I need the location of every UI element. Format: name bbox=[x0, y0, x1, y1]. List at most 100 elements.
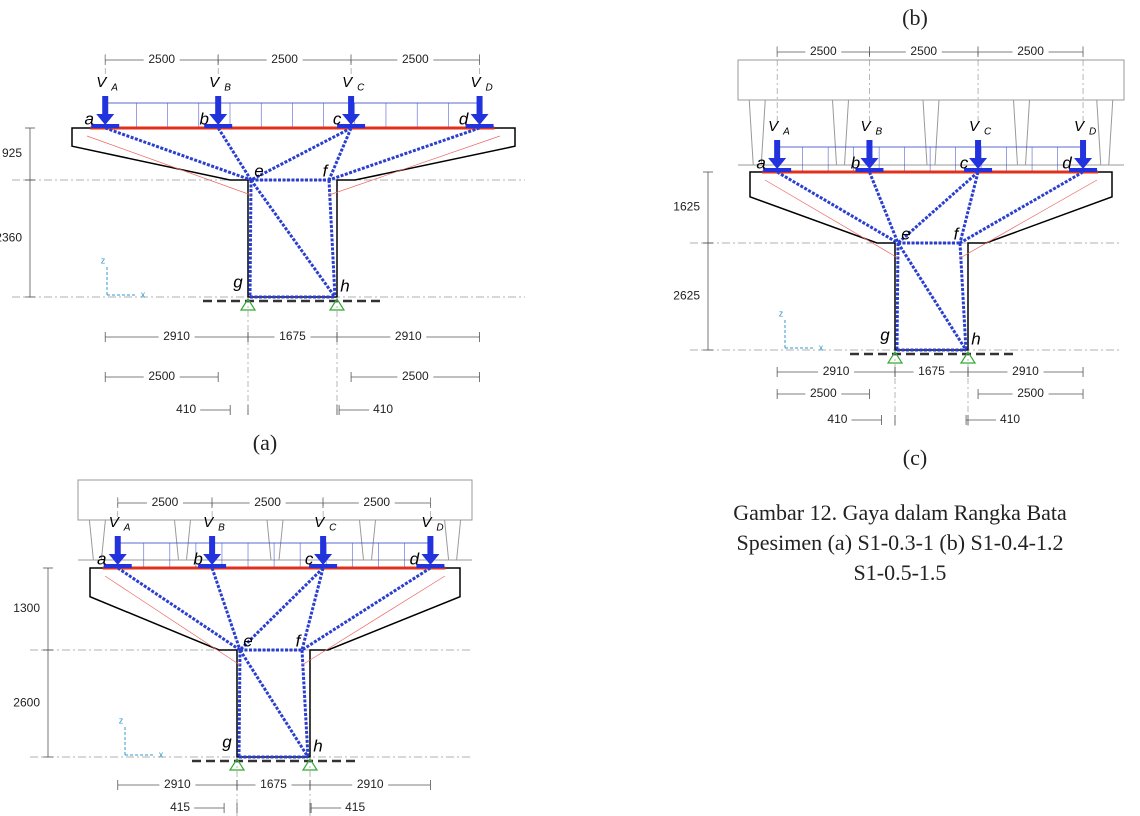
dim-label: 2500 bbox=[148, 52, 175, 66]
caption: Spesimen (a) S1-0.3-1 (b) S1-0.4-1.2 bbox=[737, 530, 1064, 555]
load-arrow bbox=[203, 536, 221, 565]
strut bbox=[251, 180, 335, 297]
label: V bbox=[109, 514, 121, 531]
load-arrow bbox=[209, 96, 227, 125]
deck-web bbox=[1097, 100, 1101, 165]
strut bbox=[302, 650, 308, 757]
strut bbox=[212, 568, 240, 650]
load-arrow bbox=[471, 96, 489, 125]
panel-label: (a) bbox=[253, 430, 277, 455]
load-arrow bbox=[342, 96, 360, 125]
node-label: d bbox=[1062, 153, 1072, 172]
node-label: a bbox=[756, 153, 765, 172]
label: V bbox=[1074, 118, 1086, 135]
dim-label: 2500 bbox=[810, 386, 837, 400]
stress-field bbox=[105, 576, 445, 665]
label: z bbox=[119, 715, 124, 725]
label: z bbox=[101, 255, 106, 265]
dim-label: 2910 bbox=[163, 329, 190, 343]
load-arrow bbox=[421, 536, 439, 565]
dim-label: 2500 bbox=[152, 495, 179, 509]
strut bbox=[250, 180, 251, 297]
strut bbox=[329, 128, 351, 180]
dim-label: 2500 bbox=[254, 495, 281, 509]
label: V bbox=[969, 118, 981, 135]
label: V bbox=[342, 74, 354, 91]
dim-label: 925 bbox=[2, 146, 22, 160]
strut bbox=[118, 568, 240, 650]
deck-web bbox=[279, 520, 283, 560]
dim-label: 1675 bbox=[279, 329, 306, 343]
node-label: b bbox=[851, 153, 860, 172]
deck-web bbox=[923, 100, 927, 165]
deck-web bbox=[267, 520, 271, 560]
strut bbox=[960, 243, 966, 350]
load-arrow bbox=[314, 536, 332, 565]
dim-label: 2500 bbox=[910, 44, 937, 58]
strut bbox=[960, 172, 978, 243]
strut bbox=[869, 172, 898, 243]
dim-label: 1675 bbox=[918, 364, 945, 378]
caption: Gambar 12. Gaya dalam Rangka Bata bbox=[733, 500, 1067, 525]
strut bbox=[105, 128, 251, 180]
deck-web bbox=[175, 520, 179, 560]
load-arrow bbox=[109, 536, 127, 565]
dim-label: 2500 bbox=[1017, 44, 1044, 58]
node-label: h bbox=[971, 329, 980, 348]
strut bbox=[898, 243, 966, 350]
dim-label: 2910 bbox=[357, 777, 384, 791]
load-arrow bbox=[96, 96, 114, 125]
label: x bbox=[159, 749, 164, 759]
label: V bbox=[96, 74, 108, 91]
panel-label: (b) bbox=[902, 5, 928, 30]
dim-label: 2500 bbox=[402, 369, 429, 383]
deck bbox=[738, 60, 1124, 100]
label: A bbox=[110, 83, 118, 94]
deck-web bbox=[749, 100, 753, 165]
deck-web bbox=[845, 100, 849, 165]
node-label: e bbox=[254, 161, 263, 180]
label: V bbox=[471, 74, 483, 91]
node-label: c bbox=[333, 109, 342, 128]
dim-label: 2500 bbox=[810, 44, 837, 58]
label: x bbox=[141, 289, 146, 299]
strut bbox=[218, 128, 251, 180]
deck-web bbox=[1014, 100, 1018, 165]
pier-cap bbox=[72, 128, 515, 297]
deck-web bbox=[833, 100, 837, 165]
deck-web bbox=[187, 520, 191, 560]
dim-label: 2500 bbox=[363, 495, 390, 509]
node-label: g bbox=[880, 325, 890, 344]
dim-label: 415 bbox=[170, 800, 190, 814]
label: A bbox=[782, 127, 790, 138]
pier-cap bbox=[90, 568, 460, 757]
dim-label: 2910 bbox=[164, 777, 191, 791]
strut bbox=[239, 650, 240, 757]
label: z bbox=[779, 308, 784, 318]
dim-label: 1675 bbox=[260, 777, 287, 791]
label: x bbox=[819, 342, 824, 352]
dim-label: 2910 bbox=[395, 329, 422, 343]
dim-label: 410 bbox=[827, 412, 847, 426]
node-label: g bbox=[233, 272, 243, 291]
deck-web bbox=[89, 520, 93, 560]
label: D bbox=[436, 523, 443, 534]
dim-label: 2500 bbox=[402, 52, 429, 66]
dim-label: 410 bbox=[373, 402, 393, 416]
node-label: b bbox=[193, 549, 202, 568]
strut bbox=[329, 180, 335, 297]
strut bbox=[251, 128, 351, 180]
label: B bbox=[218, 523, 225, 534]
label: V bbox=[860, 118, 872, 135]
dim-label: 2500 bbox=[148, 369, 175, 383]
node-label: f bbox=[954, 224, 961, 243]
deck-web bbox=[360, 520, 364, 560]
node-label: a bbox=[84, 109, 93, 128]
label: V bbox=[314, 514, 326, 531]
label: B bbox=[224, 83, 231, 94]
dim-label: 2625 bbox=[673, 289, 700, 303]
dim-label: 2910 bbox=[823, 364, 850, 378]
dim-label: 2910 bbox=[1012, 364, 1039, 378]
node-label: c bbox=[305, 549, 314, 568]
deck-web bbox=[445, 520, 449, 560]
